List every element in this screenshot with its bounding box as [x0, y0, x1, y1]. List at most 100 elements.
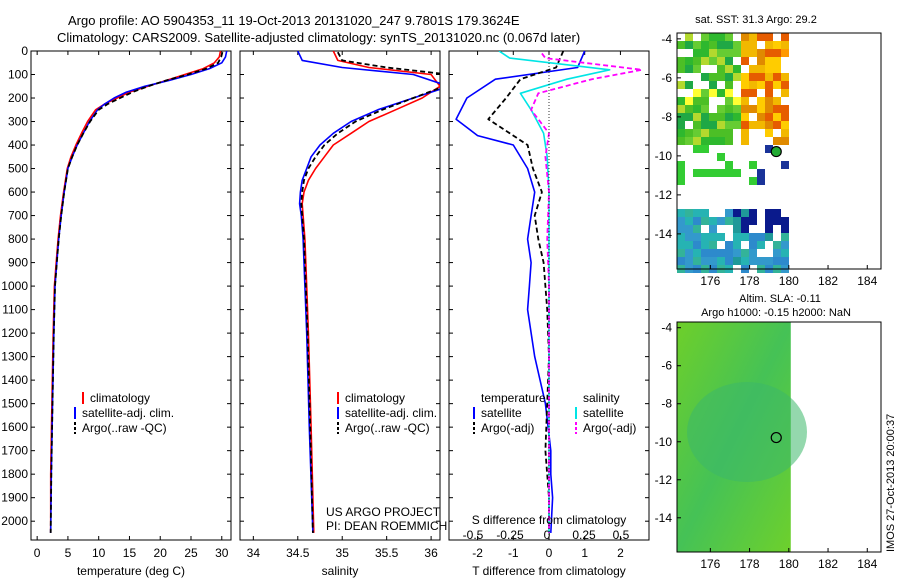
sst-cell: [717, 153, 725, 161]
sst-cell: [733, 217, 741, 225]
sst-cell: [693, 233, 701, 241]
salinity-xlabel: salinity: [322, 564, 359, 578]
series-line-0: [455, 51, 586, 533]
argo-position-marker: [770, 431, 782, 444]
x-tick-label: 34.5: [286, 546, 310, 560]
sst-cell: [701, 145, 709, 153]
y-tick-label: 700: [8, 209, 28, 223]
sst-cell: [741, 49, 749, 57]
sst-cell: [701, 241, 709, 249]
sst-cell: [685, 241, 693, 249]
sst-map-title: sat. SST: 31.3 Argo: 29.2: [695, 14, 817, 26]
sst-map-ticks: 176 178 180 182 184 -4 -6 -8 -10 -12 -14: [655, 32, 878, 288]
salinity-axes: [239, 50, 441, 541]
y-tick-label: 1300: [1, 350, 28, 364]
sst-cell: [757, 177, 765, 185]
sst-cell: [749, 177, 757, 185]
sst-cell: [701, 73, 709, 81]
sst-cell: [701, 113, 709, 121]
x-tick-label: -1: [508, 546, 519, 560]
sst-map: [677, 33, 789, 273]
sst-cell: [733, 105, 741, 113]
difference-xlabel: T difference from climatology: [472, 564, 626, 578]
x-tick-label: 2: [617, 546, 624, 560]
top-tick-label: 0.5: [613, 528, 630, 542]
salinity-legend: climatology satellite-adj. clim. Argo(..…: [326, 391, 447, 533]
sst-cell: [693, 49, 701, 57]
sst-cell: [781, 49, 789, 57]
sst-cell: [677, 257, 685, 265]
sst-cell: [717, 169, 725, 177]
temperature-legend: climatology satellite-adj. clim. Argo(..…: [74, 391, 174, 435]
sst-cell: [733, 241, 741, 249]
legend-satellite-label: satellite-adj. clim.: [82, 406, 174, 420]
x-tick-label: 1: [581, 546, 588, 560]
sla-map: [677, 322, 807, 552]
sst-cell: [701, 129, 709, 137]
sst-cell: [757, 97, 765, 105]
sst-cell: [741, 225, 749, 233]
sst-cell: [685, 97, 693, 105]
sst-cell: [685, 57, 693, 65]
sst-cell: [781, 257, 789, 265]
sst-cell: [701, 33, 709, 41]
sst-cell: [781, 217, 789, 225]
sst-cell: [749, 49, 757, 57]
sst-cell: [693, 65, 701, 73]
sst-cell: [781, 137, 789, 145]
sst-cell: [781, 121, 789, 129]
y-tick-label: 800: [8, 232, 28, 246]
sst-cell: [677, 241, 685, 249]
sst-cell: [685, 129, 693, 137]
sst-cell: [693, 137, 701, 145]
sst-cell: [709, 41, 717, 49]
sst-cell: [733, 113, 741, 121]
sst-cell: [773, 49, 781, 57]
map-y-tick-label: -8: [661, 397, 672, 411]
map-x-tick-label: 178: [740, 274, 760, 288]
sst-cell: [741, 33, 749, 41]
top-tick-label: -0.25: [496, 528, 524, 542]
sst-cell: [693, 121, 701, 129]
sst-cell: [693, 169, 701, 177]
sst-cell: [725, 249, 733, 257]
y-tick-label: 1800: [1, 467, 28, 481]
sst-cell: [749, 89, 757, 97]
sst-cell: [765, 89, 773, 97]
sst-cell: [733, 97, 741, 105]
sst-cell: [773, 113, 781, 121]
y-tick-label: 600: [8, 185, 28, 199]
sst-cell: [677, 249, 685, 257]
sst-cell: [765, 257, 773, 265]
legend-satellite-label: satellite-adj. clim.: [345, 406, 437, 420]
sst-cell: [765, 129, 773, 137]
sst-cell: [781, 225, 789, 233]
sst-cell: [709, 33, 717, 41]
map-x-tick-label: 182: [818, 557, 838, 571]
x-tick-label: 35: [336, 546, 350, 560]
salinity-ticks: 34 34.5 35 35.5 36: [240, 50, 440, 560]
map-y-tick-label: -10: [655, 149, 673, 163]
sst-cell: [765, 209, 773, 217]
sla-map-axes: [676, 321, 882, 553]
sst-cell: [725, 49, 733, 57]
sst-cell: [757, 233, 765, 241]
sst-cell: [725, 41, 733, 49]
sst-cell: [725, 241, 733, 249]
sst-cell: [741, 97, 749, 105]
sst-cell: [749, 105, 757, 113]
y-tick-label: 100: [8, 68, 28, 82]
map-x-tick-label: 180: [779, 274, 799, 288]
map-y-tick-label: -10: [655, 435, 673, 449]
sst-cell: [781, 113, 789, 121]
sst-cell: [717, 249, 725, 257]
legend-temp-argo-label: Argo(-adj): [481, 421, 534, 435]
sst-cell: [765, 41, 773, 49]
sst-cell: [701, 257, 709, 265]
sst-cell: [725, 209, 733, 217]
sst-cell: [757, 105, 765, 113]
map-y-tick-label: -14: [655, 511, 673, 525]
argo-position-marker: [770, 145, 782, 158]
sst-cell: [693, 225, 701, 233]
sst-cell: [749, 81, 757, 89]
